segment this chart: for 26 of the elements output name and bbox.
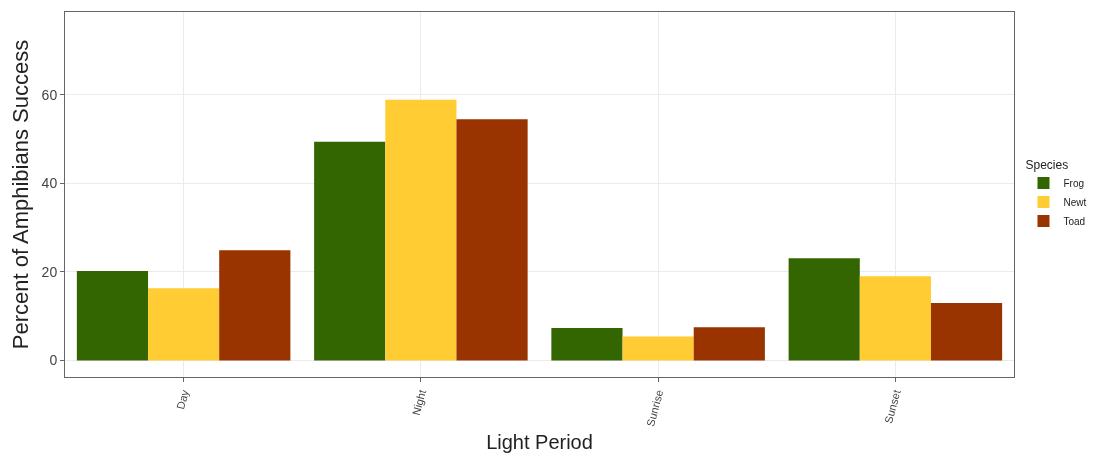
bar — [314, 141, 386, 361]
bar — [788, 258, 860, 361]
y-tick-label: 20 — [41, 263, 58, 280]
y-tick-label: 0 — [49, 352, 58, 369]
legend-title: Species — [1025, 157, 1069, 172]
x-tick-label: Sunset — [882, 388, 903, 425]
bar — [551, 328, 623, 361]
bar — [930, 302, 1003, 361]
legend-label: Frog — [1063, 178, 1085, 189]
legend-label: Toad — [1063, 216, 1086, 227]
y-tick-label: 40 — [41, 175, 58, 192]
bar — [385, 99, 457, 361]
bar — [456, 119, 528, 361]
x-tick-label: Night — [409, 388, 429, 417]
bar — [76, 271, 149, 361]
bar — [859, 276, 931, 361]
y-tick-label: 60 — [41, 86, 58, 103]
x-axis-title: Light Period — [486, 431, 593, 454]
y-axis-title: Percent of Amphibians Success — [8, 39, 34, 350]
bar — [219, 250, 291, 361]
x-tick-label: Sunrise — [644, 388, 666, 428]
x-tick-label: Day — [174, 388, 191, 411]
bar — [693, 327, 765, 361]
bar — [148, 288, 220, 361]
bar — [622, 336, 694, 361]
legend-label: Newt — [1063, 197, 1087, 208]
